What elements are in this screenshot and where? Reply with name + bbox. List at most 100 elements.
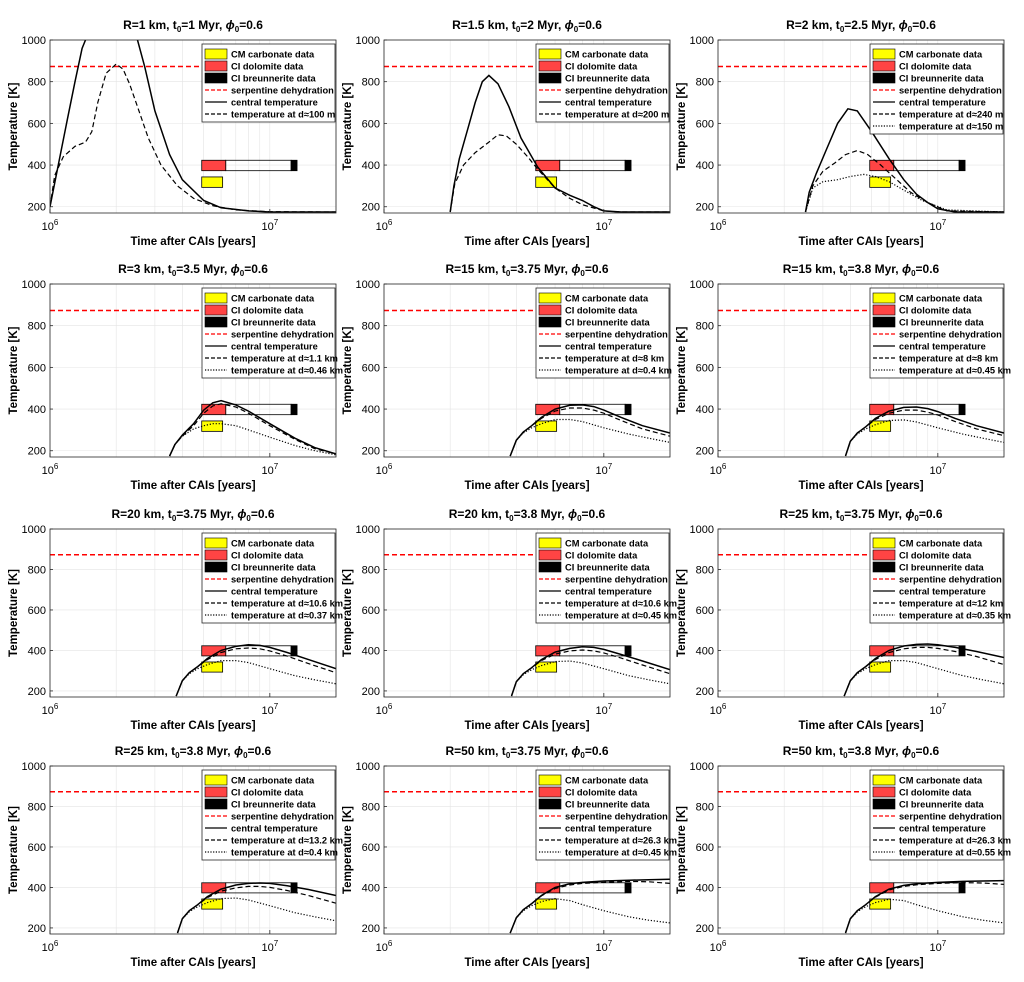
title-part: R=1 km, t xyxy=(123,18,177,32)
x-tick-label: 106 xyxy=(376,702,393,717)
legend-serpentine-label: serpentine dehydration xyxy=(565,812,668,822)
series-line-dashed xyxy=(844,409,1004,457)
legend-ci-breunnerite-label: CI breunnerite data xyxy=(565,318,651,328)
legend-ci-breunnerite-swatch xyxy=(872,72,896,84)
x-tick-label: 107 xyxy=(261,939,278,954)
title-part: =0.6 xyxy=(916,744,940,758)
legend-depth-2-label: temperature at d≈0.45 km xyxy=(899,366,1011,376)
title-subscript: 0 xyxy=(175,751,180,760)
legend-ci-dolomite-swatch xyxy=(872,304,896,316)
y-tick-label: 400 xyxy=(696,645,714,657)
title-subscript: 0 xyxy=(580,269,585,278)
legend-depth-1-label: temperature at d≈240 m xyxy=(899,110,1003,120)
axes-frame xyxy=(49,765,337,935)
legend: CM carbonate data CI dolomite data CI breu… xyxy=(201,532,343,624)
title-part: ϕ xyxy=(234,744,243,758)
legend-cm-carbonate-label: CM carbonate data xyxy=(899,776,983,786)
title-subscript: 0 xyxy=(911,751,916,760)
y-tick-label: 200 xyxy=(28,202,46,214)
y-axis-label: Temperature [K] xyxy=(676,82,688,170)
title-part: =0.6 xyxy=(244,262,268,276)
x-axis-label: Time after CAIs [years] xyxy=(464,720,589,732)
legend-depth-1-label: temperature at d≈12 km xyxy=(899,599,1003,609)
y-tick-label: 800 xyxy=(696,801,714,813)
x-tick-exponent: 7 xyxy=(274,462,279,471)
legend-depth-1-label: temperature at d≈10.6 km xyxy=(231,599,343,609)
y-tick-label: 1000 xyxy=(356,524,380,536)
chart-title: R=25 km, t0=3.8 Myr, ϕ0=0.6 xyxy=(115,744,272,760)
series-line-dotted xyxy=(509,418,670,457)
title-part: =3.75 Myr, xyxy=(510,262,571,276)
legend-ci-dolomite-swatch xyxy=(204,549,228,561)
cm-carbonate-data-box xyxy=(535,420,558,432)
x-tick-base: 10 xyxy=(42,465,54,477)
title-part: ϕ xyxy=(226,18,235,32)
x-tick-base: 10 xyxy=(261,705,273,717)
y-tick-label: 800 xyxy=(696,321,714,333)
series-line-dashed xyxy=(449,134,670,213)
title-subscript: 0 xyxy=(840,514,845,523)
x-tick-base: 10 xyxy=(42,942,54,954)
x-tick-exponent: 7 xyxy=(608,218,613,227)
chart-title: R=25 km, t0=3.75 Myr, ϕ0=0.6 xyxy=(779,507,942,523)
chart-title: R=1.5 km, t0=2 Myr, ϕ0=0.6 xyxy=(452,18,602,34)
x-tick-base: 10 xyxy=(376,705,388,717)
y-tick-label: 200 xyxy=(362,446,380,458)
ci-breunnerite-data-box xyxy=(958,882,966,894)
y-axis-label: Temperature [K] xyxy=(8,806,20,894)
axes-frame xyxy=(49,39,337,214)
legend-ci-dolomite-label: CI dolomite data xyxy=(565,788,638,798)
legend-cm-carbonate-label: CM carbonate data xyxy=(565,776,649,786)
chart-title: R=15 km, t0=3.75 Myr, ϕ0=0.6 xyxy=(445,262,608,278)
series-line-solid xyxy=(844,879,1004,934)
y-tick-label: 400 xyxy=(362,160,380,172)
y-tick-label: 800 xyxy=(362,321,380,333)
title-subscript: 0 xyxy=(843,269,848,278)
x-tick-exponent: 6 xyxy=(388,462,393,471)
title-part: R=15 km, t xyxy=(445,262,505,276)
series-group xyxy=(844,406,1004,457)
series-line-dotted xyxy=(843,659,1004,697)
x-tick-base: 10 xyxy=(376,221,388,233)
axes-frame xyxy=(717,528,1005,698)
series-line-dotted xyxy=(510,660,670,697)
legend-cm-carbonate-label: CM carbonate data xyxy=(231,50,315,60)
x-tick-exponent: 6 xyxy=(54,702,59,711)
legend-ci-dolomite-label: CI dolomite data xyxy=(899,551,972,561)
y-tick-label: 600 xyxy=(28,118,46,130)
legend-central-temperature-label: central temperature xyxy=(565,824,652,834)
x-tick-label: 107 xyxy=(929,939,946,954)
x-tick-exponent: 7 xyxy=(942,939,947,948)
legend: CM carbonate data CI dolomite data CI breu… xyxy=(201,43,336,123)
series-line-dotted xyxy=(804,173,1004,213)
cm-carbonate-data-box xyxy=(869,661,892,673)
y-tick-label: 600 xyxy=(28,842,46,854)
title-part: ϕ xyxy=(902,262,911,276)
title-subscript: 0 xyxy=(240,269,245,278)
legend-ci-breunnerite-swatch xyxy=(872,316,896,328)
x-tick-exponent: 6 xyxy=(388,218,393,227)
title-part: =0.6 xyxy=(585,744,609,758)
legend-central-temperature-label: central temperature xyxy=(565,587,652,597)
series-line-dashed xyxy=(509,407,670,457)
title-subscript: 0 xyxy=(172,269,177,278)
y-tick-label: 1000 xyxy=(690,524,714,536)
axes-frame xyxy=(49,528,337,698)
ci-breunnerite-data-box xyxy=(624,159,632,172)
y-tick-label: 1000 xyxy=(22,279,46,291)
x-tick-base: 10 xyxy=(595,705,607,717)
title-part: ϕ xyxy=(231,262,240,276)
axes-frame xyxy=(383,528,671,698)
x-tick-label: 106 xyxy=(376,462,393,477)
title-subscript: 0 xyxy=(172,514,177,523)
legend-depth-1-label: temperature at d≈8 km xyxy=(899,354,998,364)
legend-depth-1-label: temperature at d≈100 m xyxy=(231,110,335,120)
series-group xyxy=(510,646,670,697)
legend-ci-dolomite-swatch xyxy=(872,786,896,798)
y-tick-label: 400 xyxy=(696,404,714,416)
x-tick-label: 107 xyxy=(595,939,612,954)
y-tick-label: 400 xyxy=(362,882,380,894)
